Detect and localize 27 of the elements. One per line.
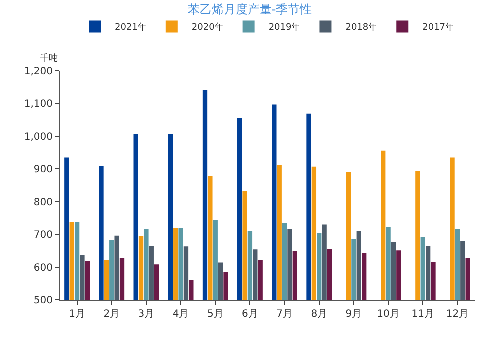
y-tick-label: 1,100 (24, 99, 53, 110)
legend-label: 2020年 (192, 22, 224, 34)
y-axis-title: 千吨 (40, 53, 58, 64)
y-tick-label: 600 (34, 262, 53, 274)
y-tick-label: 1,000 (24, 132, 53, 143)
y-tick-label: 800 (34, 197, 53, 208)
legend-label: 2017年 (422, 22, 455, 34)
x-tick-label: 8月 (311, 309, 328, 320)
x-tick-label: 1月 (69, 309, 86, 320)
x-tick-label: 7月 (276, 309, 293, 320)
x-tick-label: 10月 (377, 309, 400, 320)
x-tick-label: 12月 (446, 309, 470, 320)
x-tick-label: 5月 (207, 309, 224, 320)
y-tick-label: 900 (34, 164, 53, 176)
x-tick-label: 11月 (412, 309, 434, 320)
x-tick-label: 3月 (138, 309, 155, 320)
x-tick-label: 9月 (346, 309, 362, 320)
legend-label: 2019年 (268, 22, 301, 34)
x-tick-label: 2月 (104, 309, 120, 320)
x-tick-label: 6月 (242, 309, 258, 320)
legend-label: 2021年 (115, 22, 147, 34)
y-tick-label: 700 (34, 230, 53, 242)
y-tick-label: 500 (34, 296, 53, 306)
legend-label: 2018年 (346, 22, 378, 34)
x-tick-label: 4月 (172, 309, 190, 320)
y-tick-label: 1,200 (24, 66, 53, 78)
chart-title: 苯乙烯月度产量-季节性 (188, 2, 312, 17)
